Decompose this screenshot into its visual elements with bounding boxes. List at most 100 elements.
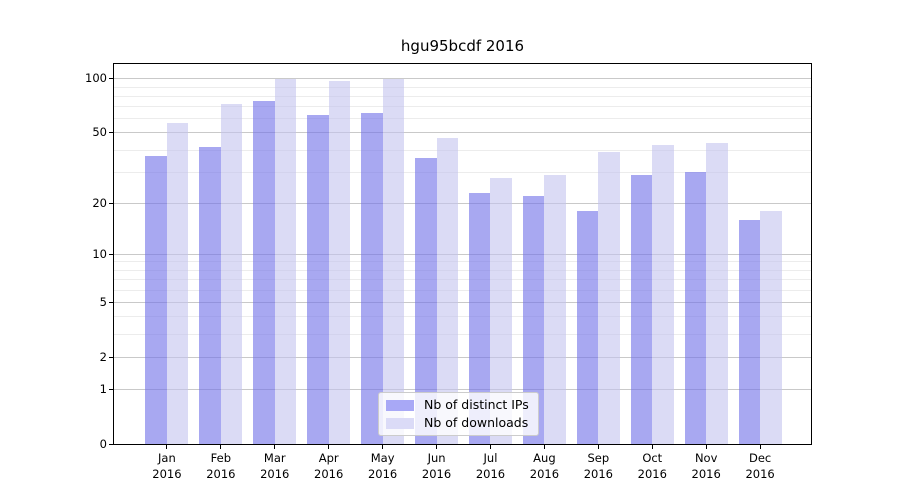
y-axis-tick-mark <box>109 253 113 255</box>
bar-downloads <box>490 177 513 444</box>
x-axis-tick-label: Jul 2016 <box>460 450 520 482</box>
x-axis-tick-label-year: 2016 <box>152 467 182 481</box>
y-axis-tick-label: 0 <box>99 436 107 451</box>
gridline-major <box>114 253 811 255</box>
bar-distinct-ips <box>307 115 329 444</box>
x-axis-tick-label-month: Sep <box>587 451 610 465</box>
y-axis-tick-label: 20 <box>92 195 107 210</box>
y-axis-tick-mark <box>109 301 113 303</box>
bar-downloads <box>652 144 674 444</box>
x-axis-tick-label: Apr 2016 <box>299 450 359 482</box>
x-axis-tick-label-month: Nov <box>694 451 718 465</box>
y-axis-tick-label: 1 <box>99 381 107 396</box>
x-axis-tick-label-month: Mar <box>263 451 286 465</box>
x-axis-tick-label: Aug 2016 <box>514 450 574 482</box>
x-axis-tick-label-year: 2016 <box>421 467 452 481</box>
x-axis-tick-label-year: 2016 <box>691 467 721 481</box>
x-axis-tick-label: Oct 2016 <box>622 450 682 482</box>
x-axis-tick-label-month: Jul <box>483 451 498 465</box>
bar-distinct-ips <box>522 195 545 444</box>
legend-swatch-icon <box>386 417 414 429</box>
x-axis-tick-mark <box>436 445 438 449</box>
gridline-minor <box>114 171 811 173</box>
x-axis-tick-label-month: Apr <box>318 451 339 465</box>
gridline-major <box>114 301 811 303</box>
bar-distinct-ips <box>576 211 599 444</box>
bar-downloads <box>598 152 620 444</box>
bar-distinct-ips <box>145 156 167 444</box>
x-axis-tick-label-year: 2016 <box>367 467 398 481</box>
gridline-minor <box>114 95 811 97</box>
x-axis-tick-label-month: Jan <box>158 451 176 465</box>
x-axis-tick-label-month: Feb <box>210 451 232 465</box>
legend-swatch-icon <box>386 399 414 411</box>
gridline-minor <box>114 149 811 151</box>
x-axis-tick-mark <box>705 445 707 449</box>
x-axis-tick-label-year: 2016 <box>583 467 613 481</box>
x-axis-tick-label-year: 2016 <box>745 467 775 481</box>
gridline-minor <box>114 333 811 335</box>
gridline-minor <box>114 261 811 263</box>
gridline-minor <box>114 316 811 318</box>
bar-downloads <box>382 78 405 444</box>
x-axis-tick-mark <box>382 445 384 449</box>
x-axis-tick-label-month: May <box>370 451 395 465</box>
bar-distinct-ips <box>361 112 383 444</box>
bar-downloads <box>760 211 782 444</box>
x-axis-tick-label-month: Aug <box>533 451 556 465</box>
bar-downloads <box>544 174 566 444</box>
legend-item-distinct-ips: Nb of distinct IPs <box>386 398 529 412</box>
x-axis-tick-label: Sep 2016 <box>568 450 628 482</box>
x-axis-tick-mark <box>651 445 653 449</box>
x-axis-tick-label-year: 2016 <box>314 467 344 481</box>
x-axis-tick-mark <box>328 445 330 449</box>
legend: Nb of distinct IPs Nb of downloads <box>378 392 539 436</box>
gridline-major <box>114 356 811 358</box>
bar-distinct-ips <box>199 146 221 444</box>
legend-label: Nb of distinct IPs <box>424 397 529 412</box>
bar-downloads <box>328 81 351 444</box>
x-axis-tick-label: Nov 2016 <box>676 450 736 482</box>
bar-downloads <box>274 78 297 444</box>
y-axis-tick-label: 2 <box>99 349 107 364</box>
bar-downloads <box>436 137 459 444</box>
y-axis-tick-mark <box>109 356 113 358</box>
x-axis-tick-label-month: Dec <box>748 451 772 465</box>
chart-title: hgu95bcdf 2016 <box>400 37 525 55</box>
y-axis-tick-label: 50 <box>92 125 107 140</box>
bar-distinct-ips <box>253 101 275 444</box>
x-axis-tick-label-year: 2016 <box>260 467 290 481</box>
x-axis-tick-label: Mar 2016 <box>245 450 305 482</box>
gridline-major <box>114 388 811 390</box>
bar-downloads <box>706 142 728 444</box>
plot-area <box>113 63 812 445</box>
legend-label: Nb of downloads <box>424 415 529 430</box>
bar-distinct-ips <box>468 192 491 444</box>
x-axis-tick-mark <box>489 445 491 449</box>
x-axis-tick-mark <box>543 445 545 449</box>
y-axis-tick-label: 5 <box>99 294 107 309</box>
gridline-major <box>114 202 811 204</box>
gridline-major <box>114 78 811 80</box>
gridline-minor <box>114 279 811 280</box>
bar-distinct-ips <box>630 174 653 444</box>
x-axis-tick-label-year: 2016 <box>529 467 560 481</box>
x-axis-tick-label-month: Jun <box>427 451 446 465</box>
x-axis-tick-mark <box>220 445 222 449</box>
y-axis-tick-mark <box>109 132 113 134</box>
x-axis-tick-label: Jan 2016 <box>137 450 197 482</box>
gridline-minor <box>114 86 811 88</box>
y-axis-tick-label: 100 <box>85 71 107 86</box>
y-axis-tick-mark <box>109 78 113 80</box>
x-axis-tick-label: Feb 2016 <box>191 450 251 482</box>
y-axis-tick-mark <box>109 388 113 390</box>
x-axis-tick-label: Dec 2016 <box>730 450 790 482</box>
x-axis-tick-label-year: 2016 <box>637 467 667 481</box>
x-axis-tick-mark <box>166 445 168 449</box>
x-axis-tick-label: May 2016 <box>353 450 413 482</box>
x-axis-tick-label-year: 2016 <box>206 467 236 481</box>
gridline-major <box>114 132 811 134</box>
y-axis-tick-label: 10 <box>92 246 107 261</box>
gridline-minor <box>114 118 811 120</box>
